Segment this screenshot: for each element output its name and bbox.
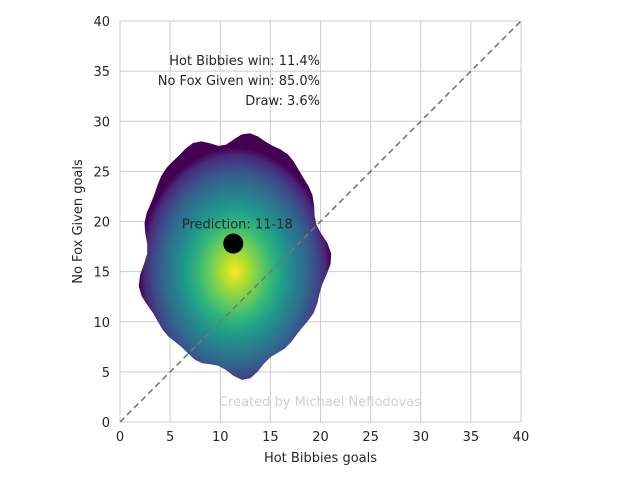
x-tick-label: 5: [166, 430, 174, 445]
y-tick-label: 35: [93, 65, 110, 80]
prediction-point: [223, 233, 244, 254]
x-tick-label: 25: [362, 430, 379, 445]
draw-annotation: Draw: 3.6%: [245, 94, 320, 109]
away-win-annotation: No Fox Given win: 85.0%: [158, 74, 320, 89]
x-tick-label: 35: [463, 430, 480, 445]
y-tick-label: 10: [93, 316, 110, 331]
y-tick-label: 25: [93, 165, 110, 180]
axis-ticks: 0 5 10 15 20 25 30 35 40 0 5 10 15 20 25 30 35 40: [93, 15, 529, 445]
y-tick-label: 15: [93, 266, 110, 281]
y-axis-label: No Fox Given goals: [71, 159, 86, 284]
y-tick-label: 30: [93, 115, 110, 130]
x-tick-label: 20: [312, 430, 329, 445]
y-tick-label: 20: [93, 216, 110, 231]
prediction-label: Prediction: 11-18: [182, 218, 293, 233]
x-tick-label: 40: [513, 430, 530, 445]
x-tick-label: 30: [412, 430, 429, 445]
x-tick-label: 10: [212, 430, 229, 445]
diagonal-line: [119, 20, 522, 423]
home-win-annotation: Hot Bibbies win: 11.4%: [169, 54, 320, 69]
y-tick-label: 40: [93, 15, 110, 30]
y-tick-label: 0: [102, 416, 110, 431]
y-tick-label: 5: [102, 366, 110, 381]
credit-text: Created by Michael Nefiodovas: [219, 395, 421, 410]
x-tick-label: 0: [116, 430, 124, 445]
density-heatmap: [138, 133, 332, 380]
x-axis-label: Hot Bibbies goals: [264, 451, 377, 466]
x-tick-label: 15: [262, 430, 279, 445]
